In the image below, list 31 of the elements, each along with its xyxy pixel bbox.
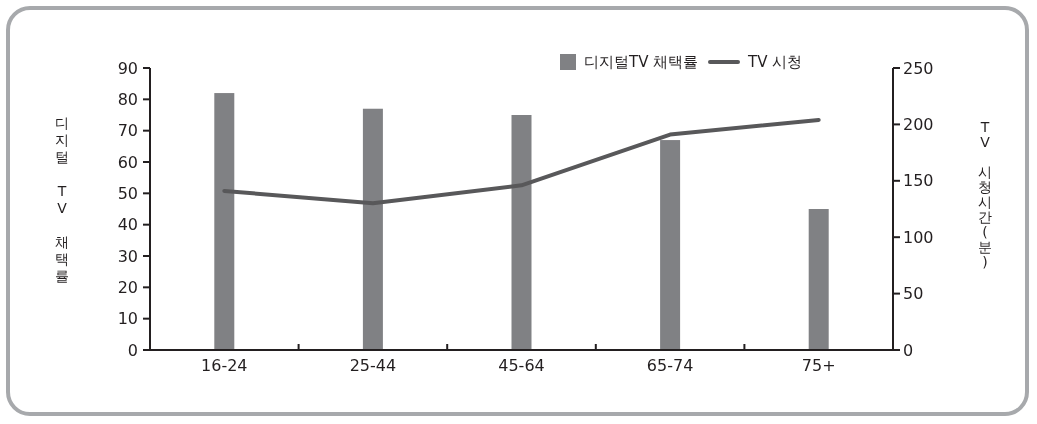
- legend-label: 디지털TV 채택률: [584, 53, 699, 72]
- y-tick-label: 60: [117, 152, 138, 172]
- y2-tick-label: 200: [903, 115, 934, 134]
- x-tick-label: 45-64: [498, 356, 545, 375]
- x-tick-label: 65-74: [646, 356, 694, 375]
- y-tick-label: 50: [117, 183, 138, 203]
- y2-tick-label: 150: [903, 171, 934, 191]
- y2-tick-label: 100: [903, 227, 934, 247]
- y-tick-label: 10: [117, 309, 138, 329]
- y-tick-label: 30: [117, 246, 138, 266]
- bar: [660, 140, 681, 350]
- text: 디지털 TV 채택률: [55, 115, 69, 284]
- bar: [511, 115, 532, 350]
- line-series: [222, 117, 821, 206]
- y-tick-label: 90: [117, 58, 138, 78]
- y2-tick-label: 50: [903, 284, 924, 304]
- y-tick-label: 80: [117, 89, 138, 109]
- y-tick-label: 40: [117, 215, 138, 235]
- x-tick-label: 25-44: [349, 356, 397, 375]
- bar: [214, 93, 235, 350]
- y-tick-label: 0: [127, 340, 138, 360]
- bar: [362, 108, 383, 350]
- x-tick-label: 16-24: [201, 356, 248, 375]
- y-tick-label: 70: [117, 121, 138, 141]
- y-tick-label: 20: [117, 277, 138, 297]
- y2-tick-label: 0: [903, 340, 914, 360]
- text: TV 시청시간(분): [978, 119, 992, 270]
- x-tick-label: 75+: [801, 356, 836, 375]
- y2-tick-label: 250: [903, 58, 934, 78]
- legend-label: TV 시청: [747, 53, 803, 72]
- bar: [808, 209, 829, 350]
